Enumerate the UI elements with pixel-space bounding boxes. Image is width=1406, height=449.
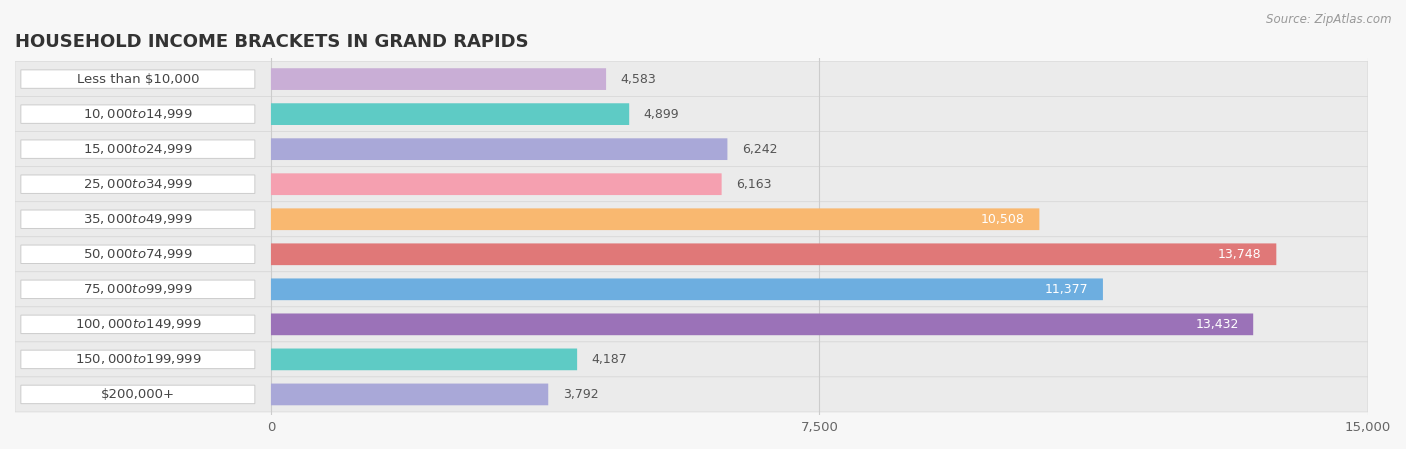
FancyBboxPatch shape <box>15 307 1368 342</box>
Text: 4,899: 4,899 <box>644 108 679 121</box>
Text: $35,000 to $49,999: $35,000 to $49,999 <box>83 212 193 226</box>
Text: 10,508: 10,508 <box>981 213 1025 226</box>
FancyBboxPatch shape <box>21 245 254 264</box>
FancyBboxPatch shape <box>15 377 1368 412</box>
FancyBboxPatch shape <box>271 208 1039 230</box>
Text: $75,000 to $99,999: $75,000 to $99,999 <box>83 282 193 296</box>
Text: $150,000 to $199,999: $150,000 to $199,999 <box>75 352 201 366</box>
Text: 13,748: 13,748 <box>1218 248 1261 261</box>
FancyBboxPatch shape <box>15 97 1368 132</box>
FancyBboxPatch shape <box>271 138 727 160</box>
Text: $15,000 to $24,999: $15,000 to $24,999 <box>83 142 193 156</box>
FancyBboxPatch shape <box>271 173 721 195</box>
Text: Source: ZipAtlas.com: Source: ZipAtlas.com <box>1267 13 1392 26</box>
Text: 11,377: 11,377 <box>1045 283 1088 296</box>
Text: $10,000 to $14,999: $10,000 to $14,999 <box>83 107 193 121</box>
Text: $50,000 to $74,999: $50,000 to $74,999 <box>83 247 193 261</box>
Text: 4,583: 4,583 <box>620 73 657 86</box>
FancyBboxPatch shape <box>21 385 254 404</box>
FancyBboxPatch shape <box>15 167 1368 202</box>
FancyBboxPatch shape <box>21 315 254 334</box>
Text: $100,000 to $149,999: $100,000 to $149,999 <box>75 317 201 331</box>
Text: $25,000 to $34,999: $25,000 to $34,999 <box>83 177 193 191</box>
FancyBboxPatch shape <box>15 202 1368 237</box>
FancyBboxPatch shape <box>21 350 254 369</box>
FancyBboxPatch shape <box>271 278 1102 300</box>
FancyBboxPatch shape <box>271 313 1253 335</box>
FancyBboxPatch shape <box>21 105 254 123</box>
FancyBboxPatch shape <box>271 383 548 405</box>
Text: 6,242: 6,242 <box>742 143 778 156</box>
Text: $200,000+: $200,000+ <box>101 388 174 401</box>
FancyBboxPatch shape <box>21 175 254 194</box>
Text: Less than $10,000: Less than $10,000 <box>76 73 200 86</box>
FancyBboxPatch shape <box>271 103 630 125</box>
Text: 3,792: 3,792 <box>562 388 599 401</box>
FancyBboxPatch shape <box>15 62 1368 97</box>
Text: 6,163: 6,163 <box>737 178 772 191</box>
FancyBboxPatch shape <box>21 210 254 229</box>
FancyBboxPatch shape <box>271 243 1277 265</box>
FancyBboxPatch shape <box>271 348 576 370</box>
FancyBboxPatch shape <box>15 237 1368 272</box>
FancyBboxPatch shape <box>21 280 254 299</box>
Text: 4,187: 4,187 <box>592 353 627 366</box>
FancyBboxPatch shape <box>15 342 1368 377</box>
FancyBboxPatch shape <box>271 68 606 90</box>
FancyBboxPatch shape <box>21 140 254 158</box>
Text: 13,432: 13,432 <box>1195 318 1239 331</box>
FancyBboxPatch shape <box>15 272 1368 307</box>
FancyBboxPatch shape <box>21 70 254 88</box>
FancyBboxPatch shape <box>15 132 1368 167</box>
Text: HOUSEHOLD INCOME BRACKETS IN GRAND RAPIDS: HOUSEHOLD INCOME BRACKETS IN GRAND RAPID… <box>15 33 529 51</box>
